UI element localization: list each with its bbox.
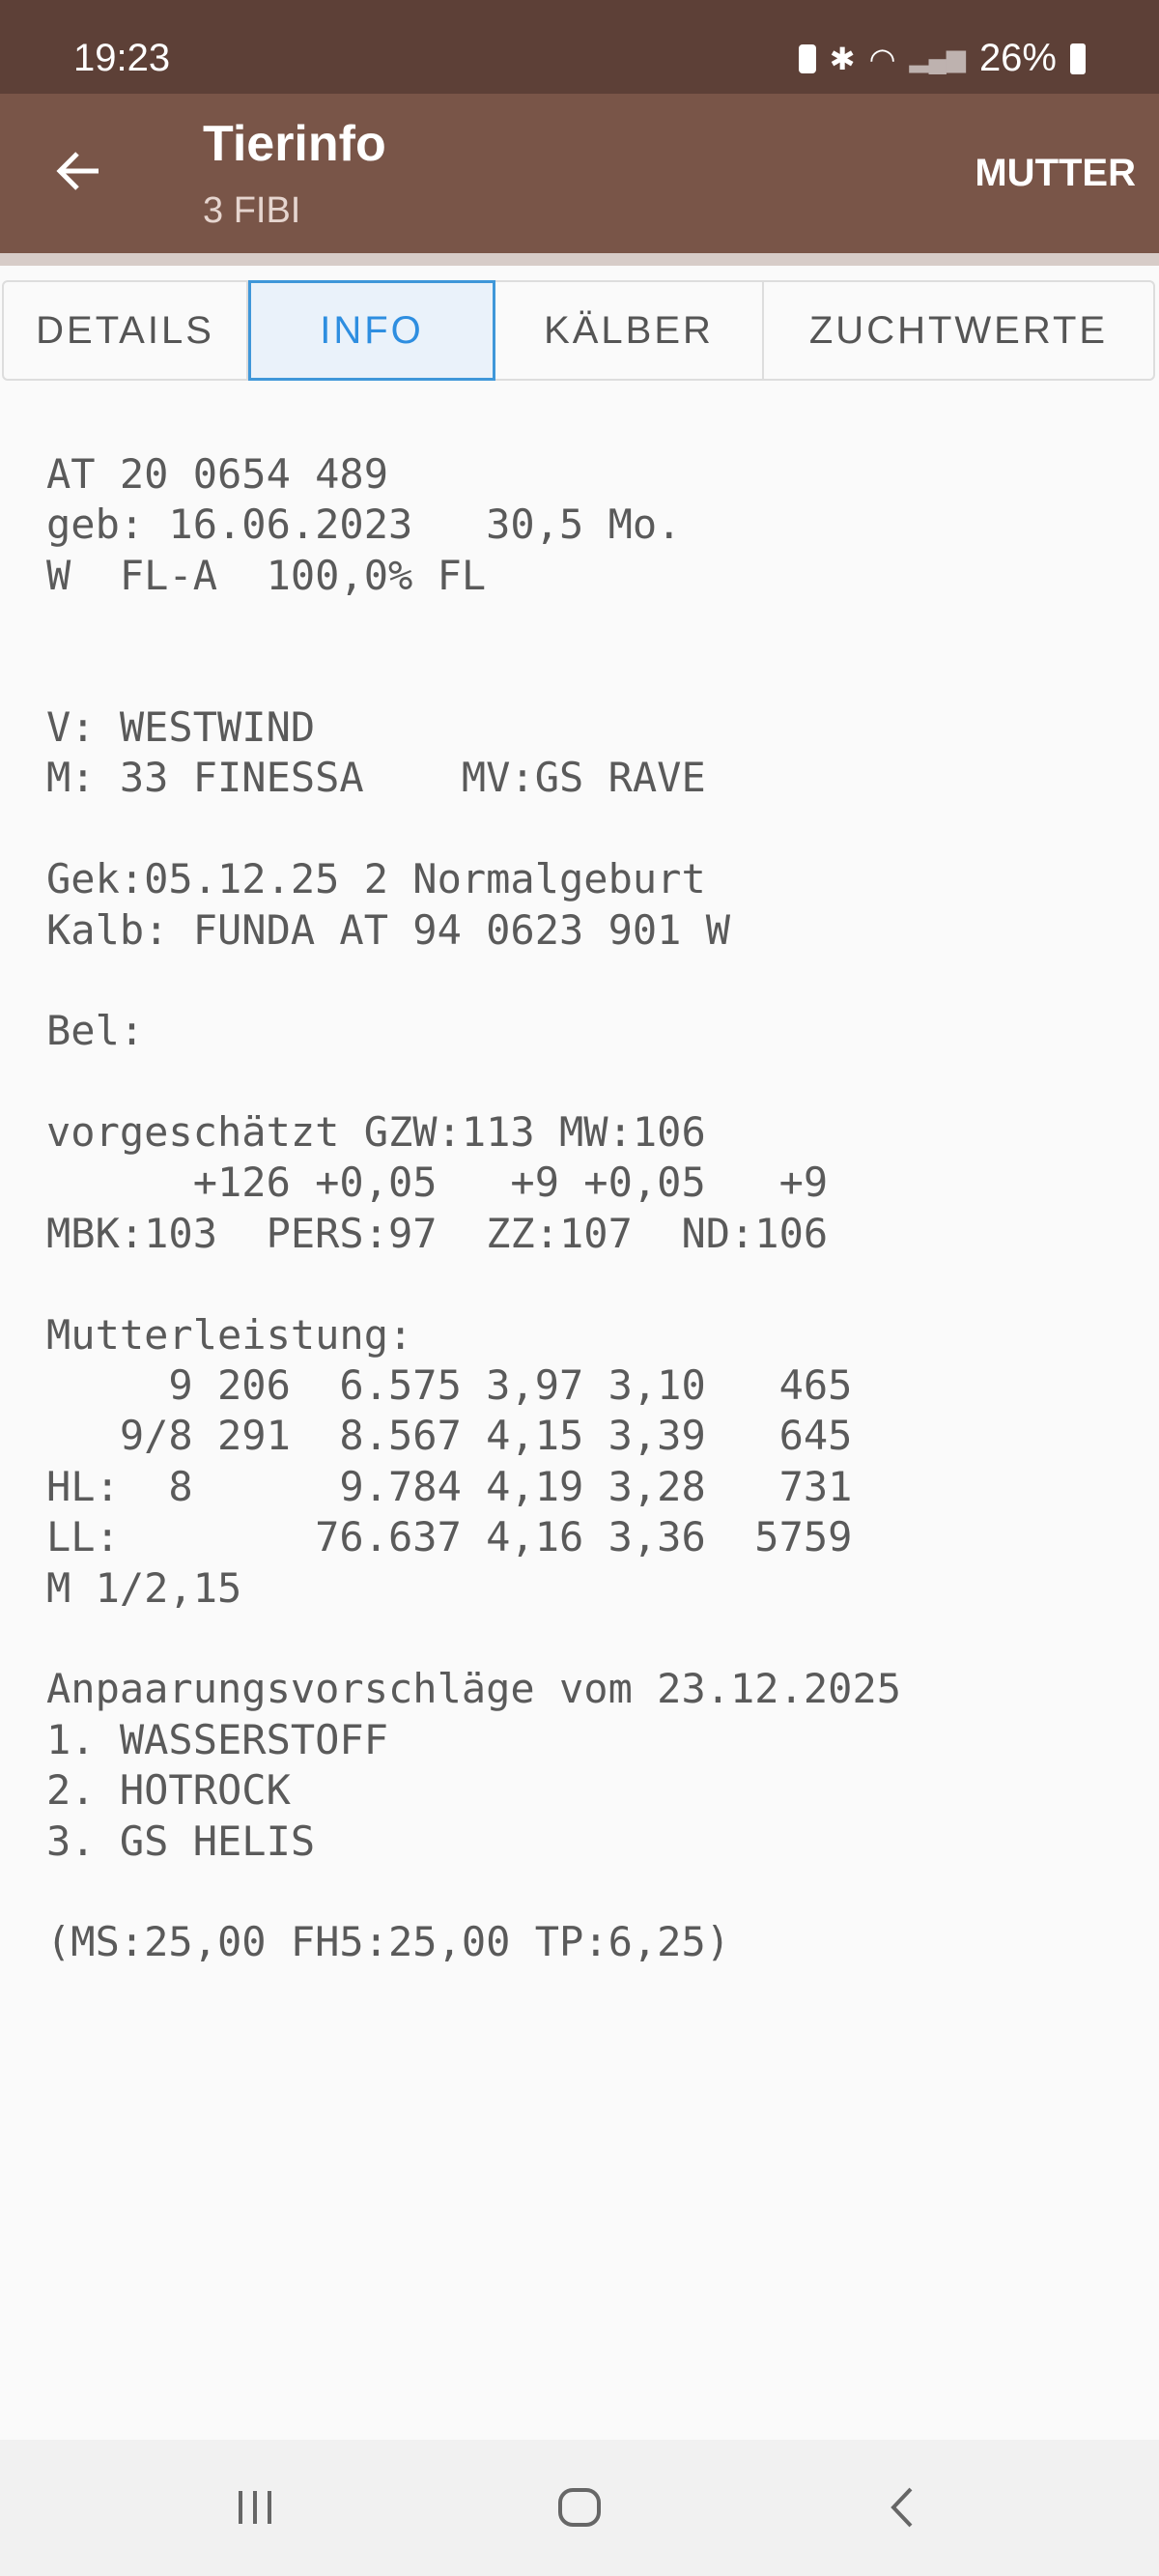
info-line [46,1259,901,1309]
signal-icon: ▂▄▆ [909,43,966,72]
info-line: M: 33 FINESSA MV:GS RAVE [46,754,706,802]
mutter-button[interactable]: MUTTER [975,152,1136,194]
info-line: 1. WASSERSTOFF [46,1715,389,1763]
info-line: geb: 16.06.2023 30,5 Mo. [46,501,682,549]
info-line: AT 20 0654 489 [46,450,389,498]
info-text: AT 20 0654 489 geb: 16.06.2023 30,5 Mo. W … [46,449,901,1968]
system-back-icon[interactable] [864,2478,942,2536]
info-line [46,804,901,854]
info-line: Gek:05.12.25 2 Normalgeburt [46,855,706,903]
info-line: W FL-A 100,0% FL [46,551,487,599]
info-line: 2. HOTROCK [46,1766,291,1815]
wifi-icon: ◠ [868,41,896,76]
status-time: 19:23 [73,37,171,79]
battery-percent: 26% [978,37,1057,79]
info-line [46,956,901,1006]
info-line [46,1867,901,1917]
tab-zuchtwerte[interactable]: ZUCHTWERTE [808,308,1109,352]
status-icons: ✱ ◠ ▂▄▆ 26% [798,37,1086,80]
info-line: 9/8 291 8.567 4,15 3,39 645 [46,1412,853,1460]
info-line: Kalb: FUNDA AT 94 0623 901 W [46,905,731,954]
info-line: MBK:103 PERS:97 ZZ:107 ND:106 [46,1209,829,1257]
navigation-bar [0,2440,1159,2576]
info-line [46,1614,901,1664]
page-title: Tierinfo [203,116,386,172]
bluetooth-icon: ✱ [829,41,856,76]
divider [0,253,1159,266]
info-line: +126 +0,05 +9 +0,05 +9 [46,1159,829,1207]
status-bar: 19:23 ✱ ◠ ▂▄▆ 26% [0,0,1159,94]
tab-bar: DETAILS INFO KÄLBER ZUCHTWERTE [2,280,1155,381]
info-line: Bel: [46,1007,145,1055]
info-line: Anpaarungsvorschläge vom 23.12.2025 [46,1665,902,1713]
tab-info[interactable]: INFO [248,280,495,381]
info-line: HL: 8 9.784 4,19 3,28 731 [46,1462,853,1510]
info-line: 3. GS HELIS [46,1817,316,1865]
info-line: Mutterleistung: [46,1310,413,1359]
tab-kaelber[interactable]: KÄLBER [495,282,764,379]
page-subtitle: 3 FIBI [203,190,301,231]
info-line: vorgeschätzt GZW:113 MW:106 [46,1108,706,1157]
tab-details[interactable]: DETAILS [4,282,248,379]
recent-apps-icon[interactable] [216,2478,294,2536]
home-icon[interactable] [541,2478,618,2536]
app-bar: Tierinfo 3 FIBI MUTTER [0,94,1159,253]
info-line [46,652,901,702]
info-line: M 1/2,15 [46,1563,242,1612]
info-line: V: WESTWIND [46,702,316,751]
battery-icon [1070,43,1086,74]
back-arrow-icon[interactable] [50,142,108,200]
info-line: LL: 76.637 4,16 3,36 5759 [46,1513,853,1561]
info-line [46,601,901,651]
info-line: 9 206 6.575 3,97 3,10 465 [46,1361,853,1410]
info-line: (MS:25,00 FH5:25,00 TP:6,25) [46,1918,731,1966]
battery-saver-icon [798,43,816,73]
info-line [46,1057,901,1107]
